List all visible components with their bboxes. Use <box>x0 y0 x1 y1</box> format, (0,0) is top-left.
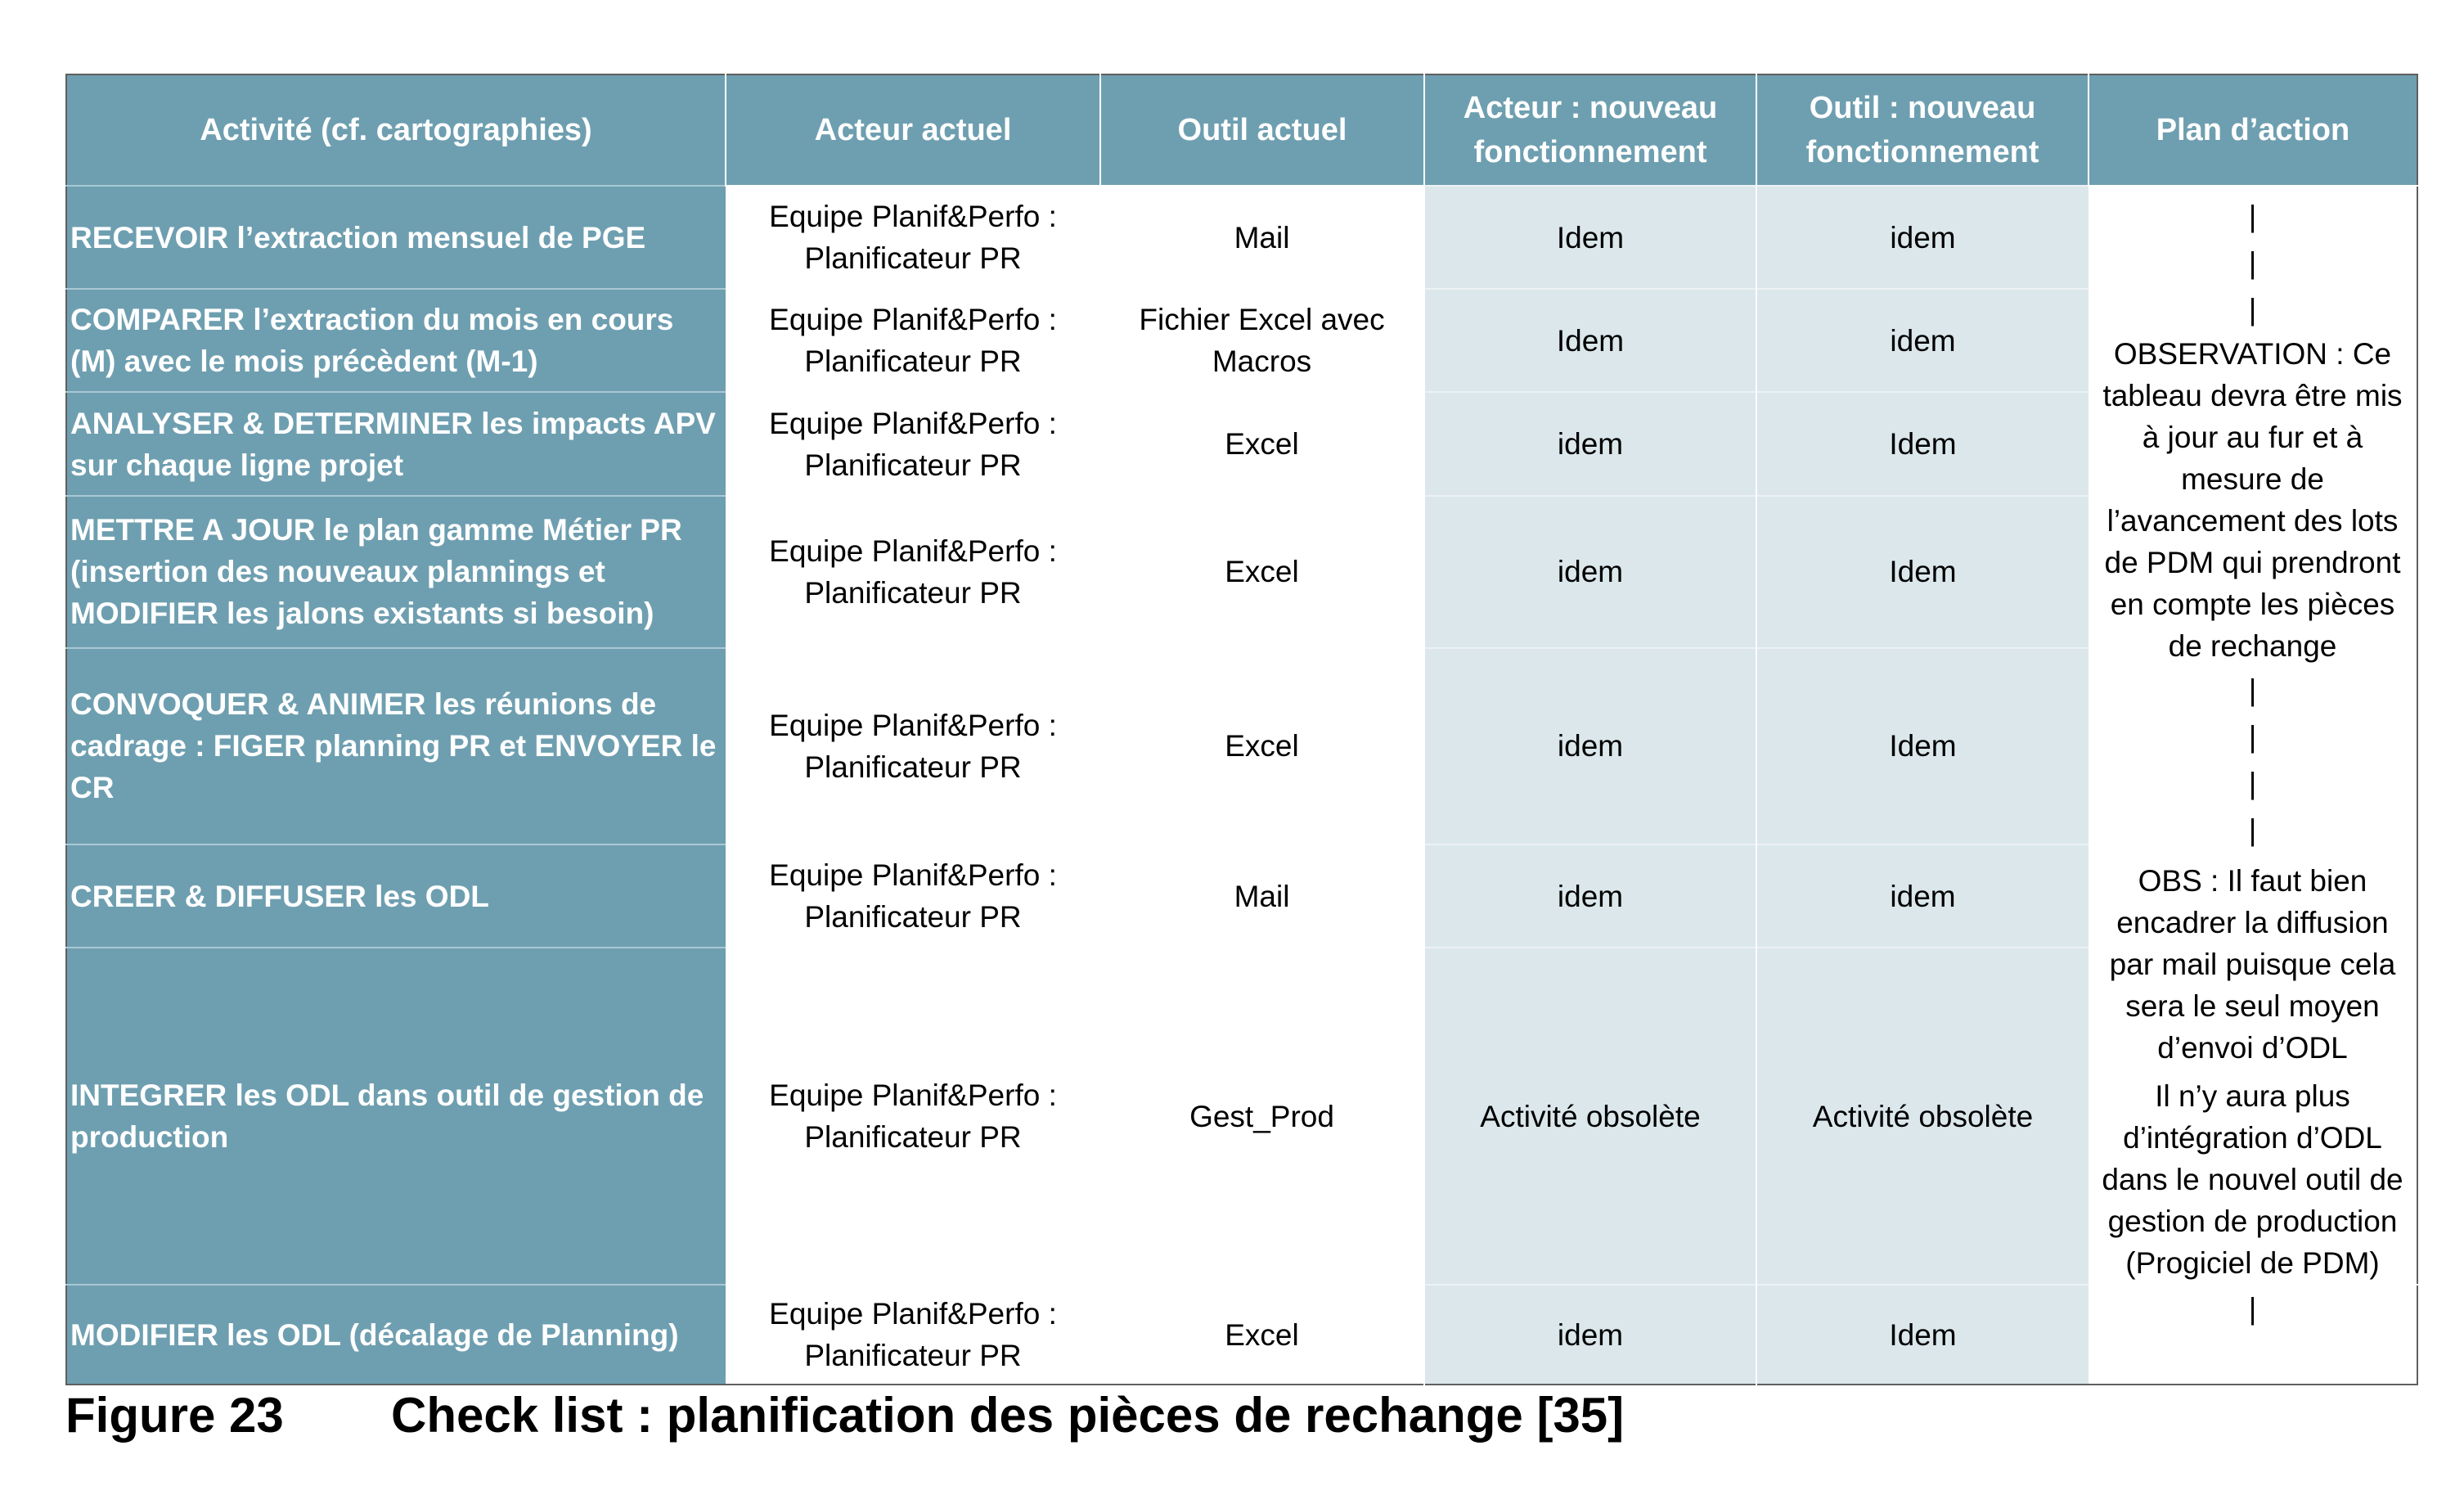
plan-pipe: | <box>2248 720 2257 754</box>
new-tool-cell: Idem <box>1756 391 2089 496</box>
header-activity: Activité (cf. cartographies) <box>66 74 726 186</box>
plan-pipe: | <box>2248 673 2257 707</box>
plan-pipe: | <box>2248 246 2257 280</box>
table-row: RECEVOIR l’extraction mensuel de PGE Equ… <box>66 184 2417 1285</box>
tool-cell: Mail <box>1100 184 1424 290</box>
table-row: MODIFIER les ODL (décalage de Planning) … <box>66 1284 2417 1385</box>
new-tool-cell: idem <box>1756 843 2089 948</box>
table-row: INTEGRER les ODL dans outil de gestion d… <box>66 947 2417 1285</box>
plan-observation-3: Il n’y aura plus d’intégration d’ODL dan… <box>2102 1079 2403 1280</box>
new-actor-cell: idem <box>1423 494 1756 648</box>
tool-cell: Excel <box>1100 391 1424 496</box>
new-tool-cell: idem <box>1756 184 2089 290</box>
table-row: METTRE A JOUR le plan gamme Métier PR (i… <box>66 494 2417 648</box>
actor-cell: Equipe Planif&Perfo : Planificateur PR <box>726 947 1100 1285</box>
plan-observation-2: OBS : Il faut bien encadrer la diffusion… <box>2109 864 2396 1065</box>
actor-cell: Equipe Planif&Perfo : Planificateur PR <box>726 494 1100 648</box>
tool-cell: Excel <box>1100 494 1424 648</box>
header-action-plan: Plan d’action <box>2088 74 2417 186</box>
new-actor-cell: Activité obsolète <box>1423 947 1756 1285</box>
plan-pipe: | <box>2248 293 2257 326</box>
activity-cell: MODIFIER les ODL (décalage de Planning) <box>66 1284 726 1385</box>
tool-cell: Excel <box>1100 1284 1424 1385</box>
figure-number: Figure 23 <box>65 1388 284 1443</box>
table-row: CREER & DIFFUSER les ODL Equipe Planif&P… <box>66 843 2417 948</box>
activity-cell: CREER & DIFFUSER les ODL <box>66 843 726 948</box>
new-actor-cell: idem <box>1423 391 1756 496</box>
new-tool-cell: idem <box>1756 288 2089 393</box>
new-tool-cell: Idem <box>1756 646 2089 844</box>
tool-cell: Mail <box>1100 843 1424 948</box>
activity-cell: METTRE A JOUR le plan gamme Métier PR (i… <box>66 494 726 648</box>
header-current-tool: Outil actuel <box>1099 74 1424 186</box>
activity-cell: CONVOQUER & ANIMER les réunions de cadra… <box>66 646 726 844</box>
actor-cell: Equipe Planif&Perfo : Planificateur PR <box>726 646 1100 844</box>
activity-cell: ANALYSER & DETERMINER les impacts APV su… <box>66 391 726 496</box>
activity-cell: INTEGRER les ODL dans outil de gestion d… <box>66 947 726 1285</box>
checklist-table: Activité (cf. cartographies) Acteur actu… <box>65 74 2418 1385</box>
new-tool-cell: Idem <box>1756 1284 2089 1385</box>
new-actor-cell: idem <box>1423 843 1756 948</box>
plan-pipe: | <box>2248 813 2257 847</box>
actor-cell: Equipe Planif&Perfo : Planificateur PR <box>726 843 1100 948</box>
new-actor-cell: Idem <box>1423 288 1756 393</box>
actor-cell: Equipe Planif&Perfo : Planificateur PR <box>726 1284 1100 1385</box>
plan-pipe: | <box>2248 1292 2257 1326</box>
new-tool-cell: Idem <box>1756 494 2089 648</box>
actor-cell: Equipe Planif&Perfo : Planificateur PR <box>726 184 1100 290</box>
header-new-tool: Outil : nouveau fonctionnement <box>1756 74 2089 186</box>
plan-pipe: | <box>2248 767 2257 800</box>
table-row: CONVOQUER & ANIMER les réunions de cadra… <box>66 646 2417 844</box>
figure-caption: Figure 23 Check list : planification des … <box>65 1383 1624 1448</box>
header-row: Activité (cf. cartographies) Acteur actu… <box>66 74 2417 186</box>
tool-cell: Excel <box>1100 646 1424 844</box>
new-actor-cell: idem <box>1423 1284 1756 1385</box>
action-plan-last-cell: | <box>2089 1284 2417 1385</box>
action-plan-cell: | | | OBSERVATION : Ce tableau devra êtr… <box>2089 185 2417 1285</box>
actor-cell: Equipe Planif&Perfo : Planificateur PR <box>726 391 1100 496</box>
new-actor-cell: Idem <box>1423 184 1756 290</box>
actor-cell: Equipe Planif&Perfo : Planificateur PR <box>726 288 1100 393</box>
new-actor-cell: idem <box>1423 646 1756 844</box>
header-current-actor: Acteur actuel <box>725 74 1100 186</box>
plan-observation-1: OBSERVATION : Ce tableau devra être mis … <box>2102 337 2403 663</box>
header-new-actor: Acteur : nouveau fonctionnement <box>1423 74 1756 186</box>
table-row: ANALYSER & DETERMINER les impacts APV su… <box>66 391 2417 496</box>
table-row: COMPARER l’extraction du mois en cours (… <box>66 288 2417 393</box>
plan-pipe: | <box>2248 200 2257 233</box>
tool-cell: Fichier Excel avec Macros <box>1100 288 1424 393</box>
activity-cell: COMPARER l’extraction du mois en cours (… <box>66 288 726 393</box>
figure-title: Check list : planification des pièces de… <box>391 1388 1625 1443</box>
new-tool-cell: Activité obsolète <box>1756 947 2089 1285</box>
activity-cell: RECEVOIR l’extraction mensuel de PGE <box>66 184 726 290</box>
tool-cell: Gest_Prod <box>1100 947 1424 1285</box>
